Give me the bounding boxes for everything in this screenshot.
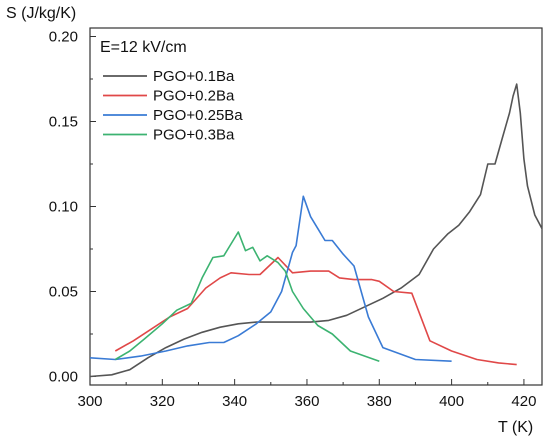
x-tick-label: 360 — [294, 393, 319, 410]
field-annotation: E=12 kV/cm — [100, 39, 187, 56]
x-tick-label: 400 — [439, 393, 464, 410]
x-tick-label: 380 — [367, 393, 392, 410]
y-axis-title: S (J/kg/K) — [6, 5, 76, 22]
series-line-pgo-0-1ba — [90, 83, 542, 378]
y-tick-label: 0.15 — [49, 114, 78, 131]
legend: PGO+0.1Ba PGO+0.2Ba PGO+0.25Ba PGO+0.3Ba — [103, 68, 243, 144]
legend-label-pgo-0-2ba: PGO+0.2Ba — [153, 88, 235, 105]
x-tick-label: 420 — [511, 393, 536, 410]
series-line-pgo-0-25ba — [90, 195, 452, 362]
y-tick-label: 0.10 — [49, 199, 78, 216]
legend-label-pgo-0-25ba: PGO+0.25Ba — [153, 107, 243, 124]
x-tick-label: 340 — [222, 393, 247, 410]
legend-label-pgo-0-1ba: PGO+0.1Ba — [153, 68, 235, 85]
y-tick-label: 0.05 — [49, 284, 78, 301]
y-tick-label: 0.00 — [49, 369, 78, 386]
series-line-pgo-0-2ba — [114, 256, 517, 366]
y-tick-label: 0.20 — [49, 29, 78, 46]
plot-area: 300 320 340 360 380 400 420 0.00 0.05 0.10 0.15 0.2… — [49, 27, 543, 410]
x-axis-title: T (K) — [498, 419, 533, 436]
legend-label-pgo-0-3ba: PGO+0.3Ba — [153, 127, 235, 144]
x-tick-label: 320 — [150, 393, 175, 410]
series-line-pgo-0-3ba — [114, 231, 380, 362]
x-tick-label: 300 — [77, 393, 102, 410]
